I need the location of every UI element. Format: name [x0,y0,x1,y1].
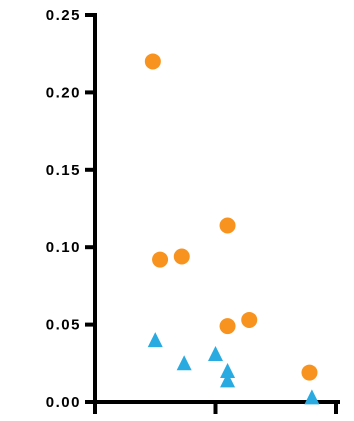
data-point-triangle [176,355,192,371]
y-tick-label: 0.15 [46,162,81,179]
data-point-triangle [208,346,223,362]
y-tick-label: 0.25 [46,7,81,24]
y-tick-label: 0.10 [46,239,81,256]
y-tick-label: 0.00 [46,394,81,411]
data-point-circle [219,318,236,335]
x-axis [93,400,340,414]
data-point-circle [152,251,169,268]
y-axis: 0.00 0.05 0.10 0.15 0.20 0.25 [46,7,97,411]
y-tick-label: 0.20 [46,84,81,101]
data-point-triangle [304,389,320,405]
data-point-circle [241,311,258,328]
y-tick-label: 0.05 [46,317,81,334]
data-point-circle [219,217,236,234]
data-point-circle [173,248,190,265]
data-point-circle [144,53,161,70]
data-point-triangle [147,332,163,348]
data-point-triangle [220,363,236,379]
data-point-circle [301,364,318,381]
plot-area [144,53,320,405]
data-point-triangle [220,372,236,388]
